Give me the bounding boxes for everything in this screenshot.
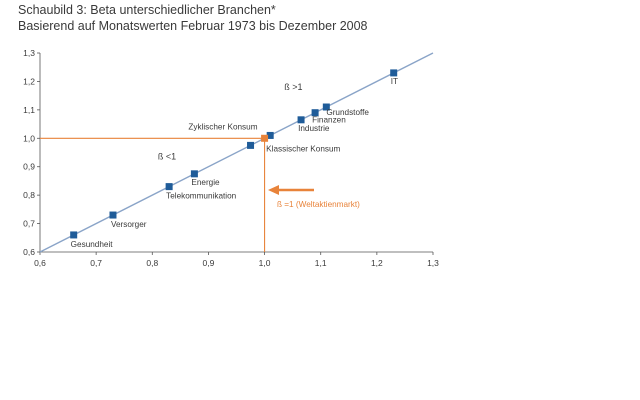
reference-arrow-head	[268, 185, 279, 195]
data-point-label: IT	[391, 77, 398, 86]
x-tick-label: 1,2	[371, 258, 383, 268]
x-tick-label: 0,7	[90, 258, 102, 268]
x-tick-label: 1,3	[427, 258, 439, 268]
chart-title: Schaubild 3: Beta unterschiedlicher Bran…	[18, 3, 276, 17]
y-tick-label: 1,2	[23, 76, 35, 86]
y-tick-label: 1,0	[23, 133, 35, 143]
data-point-marker	[390, 69, 398, 77]
data-point-label: Grundstoffe	[326, 108, 369, 117]
data-point-marker	[311, 109, 319, 117]
data-point-marker	[109, 211, 117, 219]
x-tick-label: 1,1	[315, 258, 327, 268]
y-tick-label: 1,3	[23, 48, 35, 58]
data-point-marker	[247, 141, 255, 149]
data-point-label: Energie	[191, 178, 220, 187]
y-tick-label: 1,1	[23, 105, 35, 115]
data-point-marker	[297, 116, 305, 124]
beta-annotation: ß >1	[284, 82, 302, 92]
data-point-marker	[266, 131, 274, 139]
data-point-marker	[165, 183, 173, 191]
data-point-label: Zyklischer Konsum	[188, 122, 257, 131]
data-point-marker	[190, 170, 198, 178]
x-tick-label: 1,0	[259, 258, 271, 268]
beta-diagonal-line	[39, 52, 434, 253]
chart-title-block: Schaubild 3: Beta unterschiedlicher Bran…	[18, 2, 368, 34]
chart-subtitle: Basierend auf Monatswerten Februar 1973 …	[18, 19, 368, 33]
x-tick-label: 0,9	[203, 258, 215, 268]
y-tick-label: 0,6	[23, 247, 35, 257]
data-point-label: Versorger	[111, 220, 147, 229]
x-tick-label: 0,6	[34, 258, 46, 268]
reference-point-marker	[261, 134, 269, 142]
data-point-label: Klassischer Konsum	[266, 144, 340, 153]
y-tick-label: 0,8	[23, 190, 35, 200]
data-point-label: Telekommunikation	[166, 192, 237, 201]
data-point-label: Industrie	[298, 124, 330, 133]
reference-label: ß =1 (Weltaktienmarkt)	[277, 200, 360, 209]
data-point-marker	[70, 231, 78, 239]
data-point-label: Finanzen	[312, 116, 346, 125]
data-point-marker	[322, 103, 330, 111]
beta-annotation: ß <1	[158, 152, 176, 162]
y-tick-label: 0,9	[23, 162, 35, 172]
y-tick-label: 0,7	[23, 219, 35, 229]
x-tick-label: 0,8	[146, 258, 158, 268]
data-point-label: Gesundheit	[71, 240, 114, 249]
